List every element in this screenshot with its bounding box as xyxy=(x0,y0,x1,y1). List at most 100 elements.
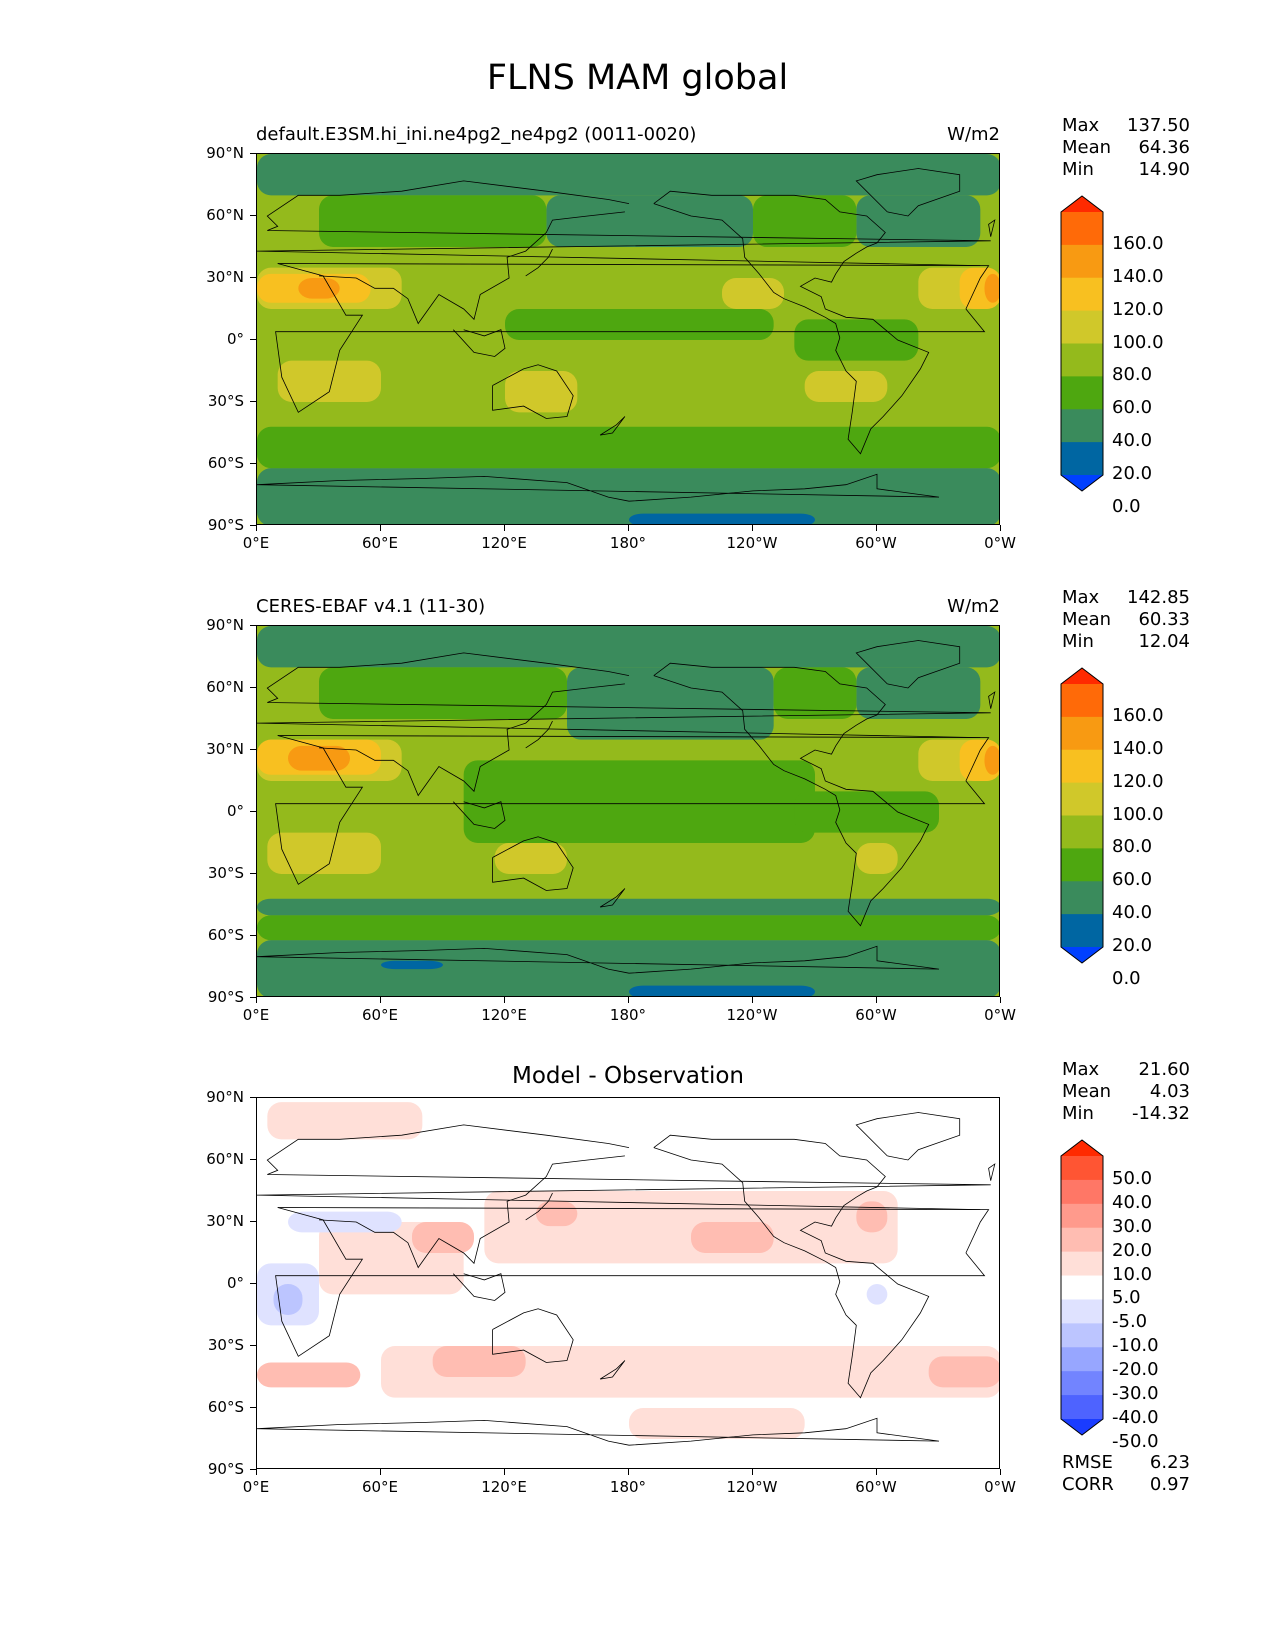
colorbar-extend-min xyxy=(1061,475,1103,491)
coastline xyxy=(257,1124,991,1210)
contour-region-60 xyxy=(753,195,857,247)
lon-label: 120°E xyxy=(481,1478,527,1496)
colorbar-band xyxy=(1061,1299,1103,1324)
lat-label: 60°S xyxy=(207,454,244,472)
lon-label: 120°W xyxy=(726,534,778,552)
lat-tick xyxy=(250,1345,256,1347)
panel-title: Model - Observation xyxy=(511,1063,745,1089)
stat-label: Mean xyxy=(1062,609,1112,630)
lat-tick xyxy=(250,339,256,341)
lat-tick xyxy=(250,1159,256,1161)
stats-block: Max 21.60 Mean 4.03 Min -14.32 xyxy=(1062,1059,1190,1125)
colorbar-label: 0.0 xyxy=(1112,967,1141,989)
colorbar-extend-max xyxy=(1061,668,1103,684)
lon-tick xyxy=(504,525,506,531)
stat-label: Mean xyxy=(1062,1081,1112,1102)
colorbar-label: 20.0 xyxy=(1112,935,1153,956)
colorbar-label: -20.0 xyxy=(1112,1359,1159,1381)
contour-region-40 xyxy=(257,940,999,996)
lat-tick xyxy=(250,215,256,217)
lat-label: 0° xyxy=(226,1274,244,1292)
contour-region-10 xyxy=(257,1362,361,1388)
contour-region-120 xyxy=(298,278,340,299)
panel-title: default.E3SM.hi_ini.ne4pg2_ne4pg2 (0011-… xyxy=(256,124,697,145)
contour-region-60 xyxy=(463,760,815,843)
coastline xyxy=(275,735,990,885)
lon-label: 120°W xyxy=(726,1006,778,1024)
lon-label: 60°E xyxy=(361,1006,399,1024)
stat-value: -14.32 xyxy=(1131,1103,1190,1124)
colorbar-band xyxy=(1061,1203,1103,1229)
contour-region-10 xyxy=(856,1201,888,1233)
colorbar-label: 160.0 xyxy=(1112,704,1164,726)
lat-label: 30°S xyxy=(207,392,244,410)
lon-tick xyxy=(1000,997,1002,1003)
metric-value: 6.23 xyxy=(1149,1452,1190,1473)
contour-region--5 xyxy=(866,1284,888,1305)
colorbar-band xyxy=(1061,376,1103,410)
lon-label: 0°W xyxy=(984,534,1016,552)
colorbar-band xyxy=(1061,1323,1103,1348)
lat-tick xyxy=(250,997,256,999)
coastline xyxy=(257,1417,940,1446)
coastline xyxy=(525,1192,553,1221)
colorbar-band xyxy=(1061,310,1103,344)
metric-label: RMSE xyxy=(1062,1452,1113,1473)
contour-region-10 xyxy=(412,1222,474,1253)
lat-tick xyxy=(250,401,256,403)
contour-region-20 xyxy=(381,960,443,970)
lat-label: 30°N xyxy=(206,268,244,286)
contour-region-10 xyxy=(536,1201,578,1227)
map-panel xyxy=(256,153,1000,525)
figure-title: FLNS MAM global xyxy=(486,58,789,98)
panel-title: CERES-EBAF v4.1 (11-30) xyxy=(256,596,486,617)
colorbar-label: -30.0 xyxy=(1112,1383,1159,1405)
coastline xyxy=(257,652,991,738)
lat-tick xyxy=(250,463,256,465)
stat-label: Min xyxy=(1062,159,1094,180)
contour-region-40 xyxy=(546,195,753,247)
lat-tick xyxy=(250,1407,256,1409)
stat-row: Mean 64.36 xyxy=(1062,137,1190,159)
contour-region-5 xyxy=(629,1408,805,1439)
lat-tick xyxy=(250,873,256,875)
colorbar-band xyxy=(1061,749,1103,784)
lon-tick xyxy=(876,997,878,1003)
colorbar-band xyxy=(1061,782,1103,816)
lat-tick xyxy=(250,935,256,937)
colorbar-band xyxy=(1061,212,1103,246)
coastline xyxy=(855,168,961,217)
colorbar-label: 120.0 xyxy=(1112,298,1164,320)
colorbar-label: 160.0 xyxy=(1112,232,1164,254)
colorbar-label: -5.0 xyxy=(1112,1311,1148,1333)
colorbar-band xyxy=(1061,442,1103,476)
colorbar xyxy=(1060,195,1104,492)
stat-row: Min 14.90 xyxy=(1062,159,1190,181)
contour-region-40 xyxy=(567,667,774,740)
colorbar-band xyxy=(1061,277,1103,312)
contour-map xyxy=(257,626,999,996)
contour-region-120 xyxy=(984,273,999,303)
contour-region-60 xyxy=(257,915,999,941)
stat-label: Max xyxy=(1062,1059,1100,1080)
colorbar-label: 40.0 xyxy=(1112,1191,1153,1213)
lon-tick xyxy=(752,997,754,1003)
lon-tick xyxy=(504,997,506,1003)
stat-value: 64.36 xyxy=(1138,137,1190,158)
colorbar-label: 100.0 xyxy=(1112,803,1164,825)
coastline xyxy=(855,1112,961,1161)
stat-label: Min xyxy=(1062,1103,1094,1124)
coastline xyxy=(492,1308,574,1363)
lon-tick xyxy=(504,1469,506,1475)
coastline xyxy=(257,473,940,502)
lon-tick xyxy=(628,525,630,531)
colorbar-band xyxy=(1061,881,1103,915)
stat-value: 4.03 xyxy=(1149,1081,1190,1102)
coastline xyxy=(599,1360,626,1380)
contour-region-40 xyxy=(856,195,981,247)
lon-tick xyxy=(380,997,382,1003)
lat-tick xyxy=(250,811,256,813)
colorbar-band xyxy=(1061,244,1103,279)
contour-region-10 xyxy=(432,1346,526,1377)
lat-label: 60°S xyxy=(207,1398,244,1416)
